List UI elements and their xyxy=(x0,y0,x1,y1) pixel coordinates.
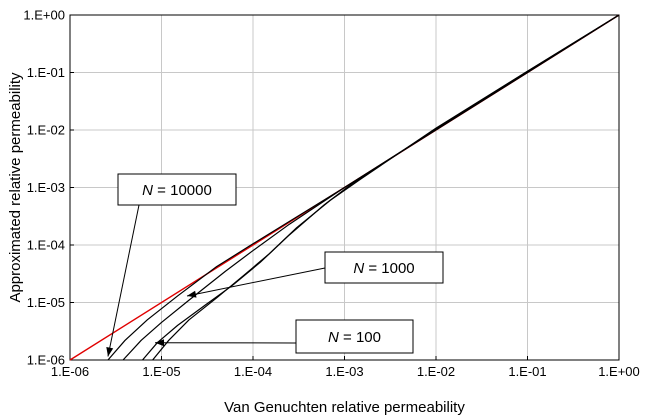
annotation-var: N xyxy=(328,329,339,346)
x-tick-label: 1.E-06 xyxy=(51,364,89,379)
annotation-value: = 1000 xyxy=(364,260,414,277)
x-tick-label: 1.E-04 xyxy=(234,364,272,379)
annotation-arrow xyxy=(186,267,326,297)
y-axis-title: Approximated relative permeability xyxy=(7,72,24,303)
y-tick-label: 1.E-04 xyxy=(27,238,65,253)
annotation-value: = 100 xyxy=(339,329,381,346)
series-line xyxy=(122,14,620,361)
series-layer xyxy=(69,14,620,361)
y-tick-label: 1.E-01 xyxy=(27,65,65,80)
y-tick-label: 1.E-02 xyxy=(27,123,65,138)
annotation-label: N = 1000 xyxy=(353,260,414,277)
annotation-label: N = 10000 xyxy=(142,182,212,199)
x-tick-label: 1.E-02 xyxy=(417,364,455,379)
annotation-box xyxy=(117,173,237,206)
x-tick-label: 1.E-03 xyxy=(325,364,363,379)
x-tick-label: 1.E-01 xyxy=(508,364,546,379)
annotation-var: N xyxy=(142,182,153,199)
annotation-arrowhead xyxy=(187,290,197,298)
annotation-arrowhead xyxy=(106,347,114,357)
annotation-box xyxy=(295,319,414,354)
annotation-var: N xyxy=(353,260,364,277)
annotation-label: N = 100 xyxy=(328,329,381,346)
y-tick-label: 1.E-05 xyxy=(27,295,65,310)
series-line xyxy=(152,14,620,361)
annotation-callout: N = 10000 xyxy=(106,173,237,357)
annotation-box xyxy=(324,251,444,284)
y-tick-label: 1.E-06 xyxy=(27,353,65,368)
x-axis: 1.E-06 1.E-05 1.E-04 1.E-03 1.E-02 1.E-01 1.E+… xyxy=(51,356,640,379)
x-tick-label: 1.E+00 xyxy=(598,364,640,379)
y-axis: 1.E-06 1.E-05 1.E-04 1.E-03 1.E-02 1.E-01 1.E+… xyxy=(23,8,74,368)
x-tick-label: 1.E-05 xyxy=(142,364,180,379)
annotation-callout: N = 100 xyxy=(155,319,414,354)
annotation-value: = 10000 xyxy=(153,182,212,199)
y-tick-label: 1.E+00 xyxy=(23,8,65,23)
annotation-arrowhead xyxy=(155,339,164,347)
annotation-callout: N = 1000 xyxy=(186,251,444,298)
y-tick-label: 1.E-03 xyxy=(27,180,65,195)
x-axis-title: Van Genuchten relative permeability xyxy=(224,399,465,416)
annotation-arrow xyxy=(107,204,140,357)
